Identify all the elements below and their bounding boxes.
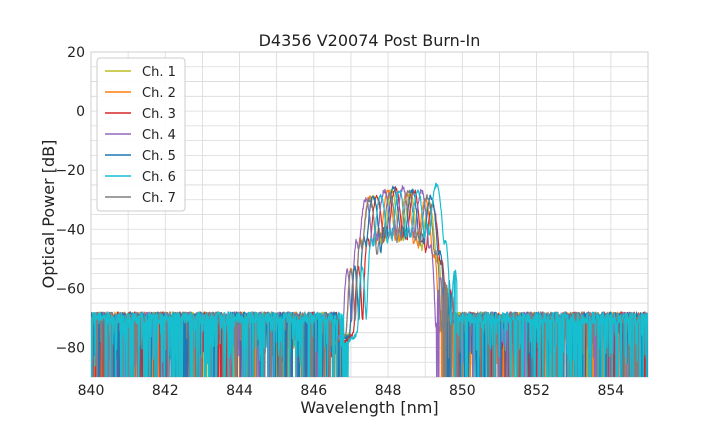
legend-label: Ch. 1	[142, 65, 176, 80]
legend-box	[96, 57, 186, 212]
x-axis-title: Wavelength [nm]	[300, 398, 438, 417]
x-tick-label: 854	[597, 383, 624, 399]
legend: Ch. 1 Ch. 2 Ch. 3 Ch. 4 Ch. 5 Ch. 6 Ch. 7	[96, 57, 186, 212]
x-tick-label: 840	[78, 383, 105, 399]
plot-frame	[90, 51, 649, 378]
x-tick-label: 846	[300, 383, 327, 399]
y-tick-label: 0	[76, 104, 85, 120]
x-tick-label: 850	[449, 383, 476, 399]
y-tick-label: −40	[55, 222, 85, 238]
legend-label: Ch. 3	[142, 107, 176, 122]
x-tick-label: 848	[375, 383, 402, 399]
y-tick-label: −60	[55, 281, 85, 297]
y-tick-label: −20	[55, 163, 85, 179]
series-layer	[91, 182, 648, 377]
y-axis-title: Optical Power [dB]	[39, 140, 58, 289]
x-tick-label: 842	[152, 383, 179, 399]
x-tick-label: 844	[226, 383, 253, 399]
tick-labels: 840 842 844 846 848 850 852 854 20 0 −20 −40 −60 −80	[55, 45, 624, 399]
legend-label: Ch. 2	[142, 86, 176, 101]
chart-title: D4356 V20074 Post Burn-In	[259, 31, 481, 50]
y-tick-label: −80	[55, 340, 85, 356]
legend-label: Ch. 4	[142, 128, 176, 143]
legend-label: Ch. 7	[142, 191, 176, 206]
series-line-6	[91, 182, 648, 377]
y-tick-label: 20	[67, 45, 85, 61]
legend-label: Ch. 5	[142, 149, 176, 164]
legend-label: Ch. 6	[142, 170, 176, 185]
x-tick-label: 852	[523, 383, 550, 399]
